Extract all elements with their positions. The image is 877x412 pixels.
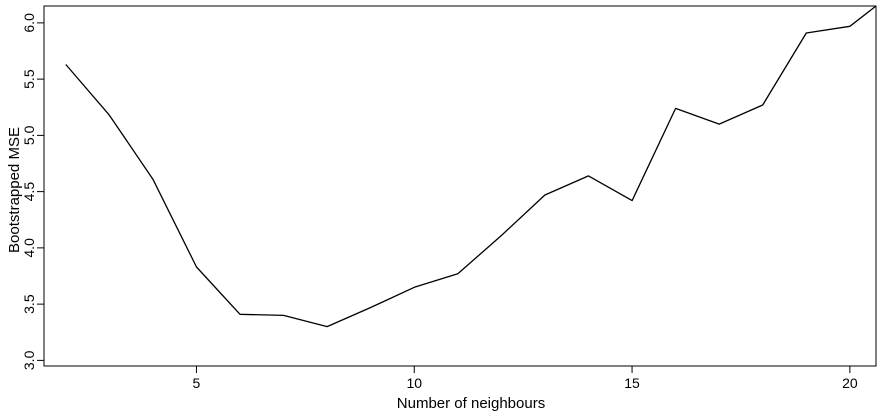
x-axis: 5 10 15 20 bbox=[193, 366, 858, 391]
y-tick-label: 3.5 bbox=[21, 294, 37, 314]
y-tick-label: 6.0 bbox=[21, 13, 37, 33]
x-tick-label: 20 bbox=[842, 375, 858, 391]
plot-frame bbox=[43, 5, 877, 367]
x-axis-title: Number of neighbours bbox=[397, 395, 545, 412]
y-tick-label: 5.5 bbox=[21, 69, 37, 89]
y-tick-label: 5.0 bbox=[21, 125, 37, 145]
y-tick-label: 3.0 bbox=[21, 350, 37, 370]
x-tick-label: 15 bbox=[624, 375, 640, 391]
y-axis-title: Bootstrapped MSE bbox=[6, 127, 23, 253]
series-line bbox=[65, 5, 877, 328]
y-tick-label: 4.0 bbox=[21, 238, 37, 258]
x-tick-label: 5 bbox=[193, 375, 201, 391]
y-axis: 3.0 3.5 4.0 4.5 5.0 5.5 6.0 bbox=[21, 13, 44, 370]
series-group bbox=[65, 5, 877, 328]
y-tick-label: 4.5 bbox=[21, 182, 37, 202]
x-tick-label: 10 bbox=[406, 375, 422, 391]
plot-area bbox=[43, 5, 877, 367]
